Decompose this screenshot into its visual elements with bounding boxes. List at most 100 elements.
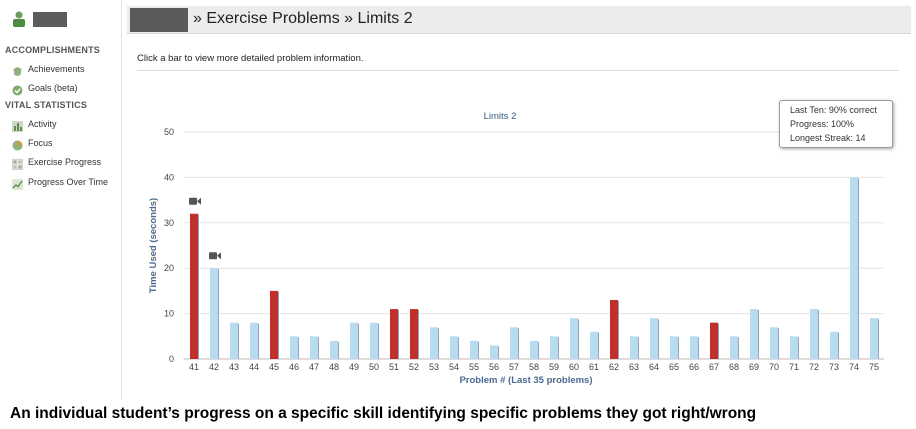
x-tick-label: 43 xyxy=(229,362,239,372)
bar[interactable] xyxy=(790,336,798,359)
y-tick-label: 10 xyxy=(164,309,174,319)
sidebar: ACCOMPLISHMENTS Achievements Goals (beta… xyxy=(0,0,120,400)
section-title-accomplishments: ACCOMPLISHMENTS xyxy=(5,45,100,55)
time-used-chart: 0 10 20 30 40 50 Limits 2 Time Used (seconds) Pr… xyxy=(148,111,884,386)
x-tick-label: 66 xyxy=(689,362,699,372)
breadcrumb-redacted[interactable] xyxy=(130,8,188,32)
x-tick-label: 50 xyxy=(369,362,379,372)
y-tick-label: 50 xyxy=(164,127,174,137)
bar[interactable] xyxy=(410,309,418,359)
section-title-vital-statistics: VITAL STATISTICS xyxy=(5,100,88,110)
bar[interactable] xyxy=(870,318,878,359)
x-tick-label: 57 xyxy=(509,362,519,372)
x-tick-label: 72 xyxy=(809,362,819,372)
x-tick-label: 69 xyxy=(749,362,759,372)
bar[interactable] xyxy=(670,336,678,359)
bar[interactable] xyxy=(310,336,318,359)
pie-chart-icon xyxy=(12,138,23,150)
bar[interactable] xyxy=(690,336,698,359)
x-tick-label: 45 xyxy=(269,362,279,372)
bar[interactable] xyxy=(510,327,518,359)
bar[interactable] xyxy=(850,177,858,359)
tooltip-progress: Progress: 100% xyxy=(790,119,855,129)
bar[interactable] xyxy=(370,322,378,359)
x-tick-label: 42 xyxy=(209,362,219,372)
bar[interactable] xyxy=(470,340,478,359)
bar[interactable] xyxy=(350,322,358,359)
x-tick-label: 68 xyxy=(729,362,739,372)
sidebar-item-focus[interactable]: Focus xyxy=(12,136,53,150)
sidebar-item-label: Achievements xyxy=(28,64,85,74)
x-tick-label: 49 xyxy=(349,362,359,372)
bar[interactable] xyxy=(630,336,638,359)
x-tick-label: 46 xyxy=(289,362,299,372)
username-redacted[interactable] xyxy=(33,12,67,27)
x-tick-label: 54 xyxy=(449,362,459,372)
line-chart-icon xyxy=(12,177,23,190)
sidebar-item-activity[interactable]: Activity xyxy=(12,117,57,132)
x-tick-label: 58 xyxy=(529,362,539,372)
x-tick-label: 63 xyxy=(629,362,639,372)
video-camera-icon xyxy=(209,252,221,260)
bar[interactable] xyxy=(570,318,578,359)
figure-caption: An individual student’s progress on a sp… xyxy=(10,405,757,422)
check-circle-icon xyxy=(12,83,23,95)
bar[interactable] xyxy=(230,322,238,359)
sidebar-divider xyxy=(121,0,122,400)
x-tick-label: 53 xyxy=(429,362,439,372)
x-tick-label: 48 xyxy=(329,362,339,372)
bar[interactable] xyxy=(290,336,298,359)
bar[interactable] xyxy=(650,318,658,359)
x-tick-label: 74 xyxy=(849,362,859,372)
bar[interactable] xyxy=(450,336,458,359)
bar[interactable] xyxy=(730,336,738,359)
chart-title: Limits 2 xyxy=(484,111,517,122)
chart-tooltip: Last Ten: 90% correct Progress: 100% Lon… xyxy=(779,100,893,148)
x-tick-label: 56 xyxy=(489,362,499,372)
bar[interactable] xyxy=(190,213,198,359)
sidebar-item-goals[interactable]: Goals (beta) xyxy=(12,81,78,95)
sidebar-item-label: Focus xyxy=(28,138,53,148)
bar[interactable] xyxy=(830,331,838,359)
bar[interactable] xyxy=(610,299,618,359)
bar[interactable] xyxy=(250,322,258,359)
sidebar-item-label: Goals (beta) xyxy=(28,83,78,93)
bar-chart-icon xyxy=(12,119,23,132)
bar[interactable] xyxy=(210,268,218,359)
x-tick-label: 41 xyxy=(189,362,199,372)
x-tick-label: 51 xyxy=(389,362,399,372)
y-tick-label: 20 xyxy=(164,263,174,273)
bar[interactable] xyxy=(390,309,398,359)
bar[interactable] xyxy=(590,331,598,359)
bar[interactable] xyxy=(750,309,758,359)
bar[interactable] xyxy=(490,345,498,359)
x-tick-label: 70 xyxy=(769,362,779,372)
bar[interactable] xyxy=(430,327,438,359)
instructions-text: Click a bar to view more detailed proble… xyxy=(137,53,364,64)
x-tick-label: 47 xyxy=(309,362,319,372)
x-tick-label: 65 xyxy=(669,362,679,372)
bar[interactable] xyxy=(270,290,278,359)
bar[interactable] xyxy=(710,322,718,359)
sidebar-item-achievements[interactable]: Achievements xyxy=(12,62,85,76)
page-header: » Exercise Problems » Limits 2 xyxy=(127,6,911,34)
avatar[interactable] xyxy=(10,10,28,28)
bar[interactable] xyxy=(810,309,818,359)
x-tick-label: 71 xyxy=(789,362,799,372)
sidebar-item-progress-over-time[interactable]: Progress Over Time xyxy=(12,175,108,190)
y-tick-label: 0 xyxy=(169,354,174,364)
sidebar-item-label: Exercise Progress xyxy=(28,157,102,167)
badge-icon xyxy=(12,64,23,76)
tooltip-last-ten: Last Ten: 90% correct xyxy=(790,105,877,115)
bar[interactable] xyxy=(550,336,558,359)
sidebar-item-exercise-progress[interactable]: Exercise Progress xyxy=(11,155,102,170)
x-tick-label: 64 xyxy=(649,362,659,372)
bar[interactable] xyxy=(770,327,778,359)
x-tick-label: 73 xyxy=(829,362,839,372)
bar[interactable] xyxy=(330,340,338,359)
y-tick-label: 30 xyxy=(164,218,174,228)
x-tick-label: 59 xyxy=(549,362,559,372)
divider xyxy=(137,70,899,71)
bar[interactable] xyxy=(530,340,538,359)
breadcrumb: » Exercise Problems » Limits 2 xyxy=(193,10,413,27)
